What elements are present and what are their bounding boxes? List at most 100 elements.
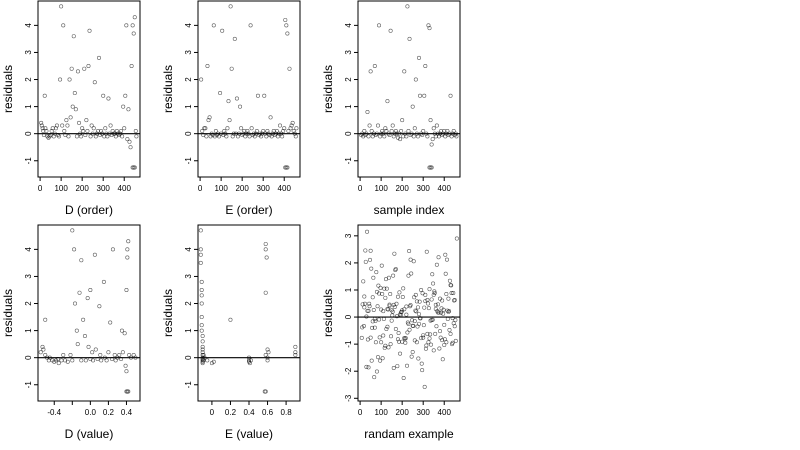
y-tick-label: 1 — [344, 287, 353, 292]
y-axis-label: residuals — [1, 289, 15, 337]
data-point — [448, 331, 453, 336]
data-point — [405, 363, 410, 368]
data-point — [429, 165, 434, 170]
data-point — [407, 36, 412, 41]
x-tick-label: 0 — [358, 408, 363, 417]
data-point — [410, 318, 415, 323]
data-point — [373, 340, 378, 345]
data-point — [379, 340, 384, 345]
data-point — [264, 255, 269, 260]
x-tick-label: 0.8 — [281, 408, 293, 417]
data-point — [65, 359, 70, 364]
data-point — [431, 292, 436, 297]
data-point — [223, 131, 228, 136]
data-point — [365, 337, 370, 342]
data-point — [263, 247, 268, 252]
data-point — [379, 263, 384, 268]
data-point — [110, 128, 115, 133]
y-tick-label: 0 — [24, 355, 33, 360]
data-point — [378, 134, 383, 139]
data-point — [417, 299, 422, 304]
data-point — [283, 17, 288, 22]
data-point — [220, 28, 225, 33]
data-point — [228, 4, 233, 9]
y-tick-label: 2 — [184, 77, 193, 82]
data-point — [385, 306, 390, 311]
data-point — [72, 91, 77, 96]
data-point — [124, 23, 129, 28]
data-point — [372, 63, 377, 68]
data-point — [70, 228, 75, 233]
data-point — [82, 66, 87, 71]
data-point — [424, 343, 429, 348]
data-point — [88, 134, 93, 139]
data-point — [423, 63, 428, 68]
data-point — [79, 358, 84, 363]
data-point — [132, 165, 137, 170]
data-point — [108, 320, 113, 325]
data-point — [398, 312, 403, 317]
y-axis-label: residuals — [321, 65, 335, 113]
data-point — [92, 252, 97, 257]
data-point — [101, 279, 106, 284]
data-point — [451, 128, 456, 133]
data-point — [101, 93, 106, 98]
data-point — [235, 134, 240, 139]
data-point — [251, 131, 256, 136]
data-point — [403, 131, 408, 136]
data-point — [400, 308, 405, 313]
data-point — [73, 107, 78, 112]
data-point — [89, 123, 94, 128]
x-tick-label: 0 — [210, 408, 215, 417]
plot-panel: 0 0.2 0.4 0.6 0.8 -1 0 1 2 3 4 E (value) residuals — [161, 224, 301, 441]
data-point — [383, 295, 388, 300]
data-point — [412, 126, 417, 131]
data-point — [124, 369, 129, 374]
data-point — [436, 255, 441, 260]
y-tick-label: 4 — [184, 247, 193, 252]
data-point — [127, 352, 132, 357]
data-point — [369, 128, 374, 133]
data-point — [84, 118, 89, 123]
y-tick-label: -1 — [344, 340, 353, 348]
data-point — [387, 303, 392, 308]
data-point — [120, 134, 125, 139]
data-point — [446, 296, 451, 301]
x-tick-label: 0.2 — [225, 408, 237, 417]
plot-panel: 0 100 200 300 400 -1 0 1 2 3 4 E (order) residuals — [161, 0, 301, 217]
data-point — [70, 358, 75, 363]
data-point — [378, 358, 383, 363]
data-point — [225, 126, 230, 131]
data-point — [210, 133, 215, 138]
y-tick-label: -2 — [344, 367, 353, 375]
data-point — [291, 128, 296, 133]
data-point — [202, 355, 207, 360]
data-point — [107, 131, 112, 136]
data-point — [412, 319, 417, 324]
data-point — [365, 110, 370, 115]
data-point — [367, 304, 372, 309]
data-point — [263, 241, 268, 246]
data-point — [374, 270, 379, 275]
data-point — [61, 23, 66, 28]
data-point — [418, 316, 423, 321]
data-point — [414, 309, 419, 314]
data-point — [58, 77, 63, 82]
data-point — [106, 96, 111, 101]
data-point — [376, 283, 381, 288]
data-point — [450, 316, 455, 321]
data-point — [134, 134, 139, 139]
data-point — [385, 324, 390, 329]
data-point — [74, 328, 79, 333]
data-point — [200, 350, 205, 355]
data-point — [275, 134, 280, 139]
data-point — [404, 312, 409, 317]
x-tick-label: 200 — [75, 184, 89, 193]
data-point — [390, 309, 395, 314]
data-point — [366, 134, 371, 139]
data-point — [218, 91, 223, 96]
data-point — [105, 134, 110, 139]
data-point — [450, 340, 455, 345]
data-point — [198, 260, 203, 265]
